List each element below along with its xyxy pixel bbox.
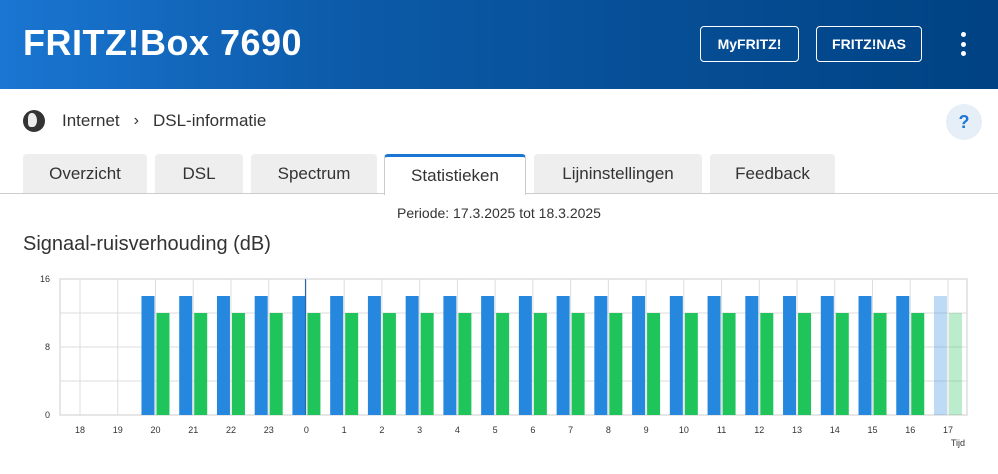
bar-upstream xyxy=(496,313,510,415)
x-tick-label: 0 xyxy=(304,425,309,435)
bar-downstream xyxy=(254,296,268,415)
bar-upstream xyxy=(307,313,321,415)
x-tick-label: 19 xyxy=(113,425,123,435)
bar-upstream xyxy=(458,313,472,415)
x-tick-label: 1 xyxy=(342,425,347,435)
x-tick-label: 20 xyxy=(150,425,160,435)
tab-overzicht[interactable]: Overzicht xyxy=(23,154,147,193)
bar-downstream xyxy=(745,296,759,415)
bar-upstream xyxy=(949,313,962,415)
bar-upstream xyxy=(382,313,396,415)
x-tick-label: 7 xyxy=(568,425,573,435)
bar-downstream xyxy=(518,296,532,415)
bar-upstream xyxy=(609,313,623,415)
bar-upstream xyxy=(647,313,661,415)
x-tick-label: 21 xyxy=(188,425,198,435)
bar-upstream xyxy=(684,313,698,415)
tab-spectrum[interactable]: Spectrum xyxy=(251,154,377,193)
bar-downstream xyxy=(669,296,683,415)
bar-upstream xyxy=(911,313,925,415)
x-tick-label: 17 xyxy=(943,425,953,435)
bar-downstream xyxy=(292,296,306,415)
x-axis-label: Tijd xyxy=(951,438,965,448)
bar-upstream xyxy=(835,313,849,415)
bar-downstream xyxy=(594,296,608,415)
bar-downstream xyxy=(141,296,155,415)
breadcrumb: Internet › DSL-informatie xyxy=(23,110,266,132)
breadcrumb-dsl-informatie: DSL-informatie xyxy=(152,111,267,130)
x-tick-label: 4 xyxy=(455,425,460,435)
myfritz-button[interactable]: MyFRITZ! xyxy=(700,26,799,62)
x-tick-label: 2 xyxy=(379,425,384,435)
plot-border xyxy=(59,278,968,416)
y-tick-label: 0 xyxy=(45,410,50,420)
x-tick-label: 6 xyxy=(530,425,535,435)
x-tick-label: 14 xyxy=(830,425,840,435)
bar-downstream xyxy=(443,296,457,415)
app-title: FRITZ!Box 7690 xyxy=(23,22,303,63)
bar-downstream xyxy=(556,296,570,415)
x-tick-label: 16 xyxy=(905,425,915,435)
breadcrumb-internet[interactable]: Internet xyxy=(62,111,120,130)
bar-downstream xyxy=(632,296,646,415)
bar-downstream xyxy=(707,296,721,415)
bar-downstream xyxy=(179,296,193,415)
bar-downstream xyxy=(858,296,872,415)
bar-downstream xyxy=(481,296,495,415)
bar-upstream xyxy=(798,313,812,415)
bar-upstream xyxy=(722,313,736,415)
bar-upstream xyxy=(345,313,359,415)
bar-downstream xyxy=(820,296,834,415)
x-tick-label: 12 xyxy=(754,425,764,435)
bar-upstream xyxy=(760,313,774,415)
x-tick-label: 5 xyxy=(493,425,498,435)
bar-upstream xyxy=(571,313,585,415)
x-tick-label: 23 xyxy=(264,425,274,435)
bar-downstream xyxy=(405,296,419,415)
bar-upstream xyxy=(231,313,245,415)
bar-upstream xyxy=(269,313,283,415)
x-tick-label: 9 xyxy=(644,425,649,435)
bar-downstream xyxy=(330,296,344,415)
bar-downstream xyxy=(934,296,947,415)
tab-lijninstellingen[interactable]: Lijninstellingen xyxy=(534,154,702,193)
bar-downstream xyxy=(216,296,230,415)
tab-bar: Overzicht DSL Spectrum Statistieken Lijn… xyxy=(0,154,998,195)
x-tick-label: 10 xyxy=(679,425,689,435)
header: FRITZ!Box 7690 MyFRITZ! FRITZ!NAS xyxy=(0,0,998,89)
chart-title: Signaal-ruisverhouding (dB) xyxy=(23,233,271,255)
x-tick-label: 11 xyxy=(717,425,726,435)
bar-upstream xyxy=(873,313,887,415)
x-tick-label: 22 xyxy=(226,425,236,435)
x-tick-label: 8 xyxy=(606,425,611,435)
bar-upstream xyxy=(156,313,170,415)
y-tick-label: 8 xyxy=(45,342,50,352)
tab-dsl[interactable]: DSL xyxy=(155,154,243,193)
bar-upstream xyxy=(194,313,208,415)
tab-statistieken[interactable]: Statistieken xyxy=(384,154,526,195)
help-button[interactable]: ? xyxy=(946,104,982,140)
kebab-icon[interactable] xyxy=(956,32,970,56)
bar-upstream xyxy=(420,313,434,415)
y-tick-label: 16 xyxy=(40,274,50,284)
x-tick-label: 13 xyxy=(792,425,802,435)
x-tick-label: 3 xyxy=(417,425,422,435)
globe-icon xyxy=(23,110,45,132)
chevron-right-icon: › xyxy=(133,112,139,129)
bar-downstream xyxy=(367,296,381,415)
tab-feedback[interactable]: Feedback xyxy=(710,154,835,193)
period-label: Periode: 17.3.2025 tot 18.3.2025 xyxy=(397,205,601,221)
bar-upstream xyxy=(533,313,547,415)
x-tick-label: 18 xyxy=(75,425,85,435)
bar-downstream xyxy=(896,296,910,415)
x-tick-label: 15 xyxy=(868,425,878,435)
bar-downstream xyxy=(783,296,797,415)
fritznas-button[interactable]: FRITZ!NAS xyxy=(816,26,922,62)
